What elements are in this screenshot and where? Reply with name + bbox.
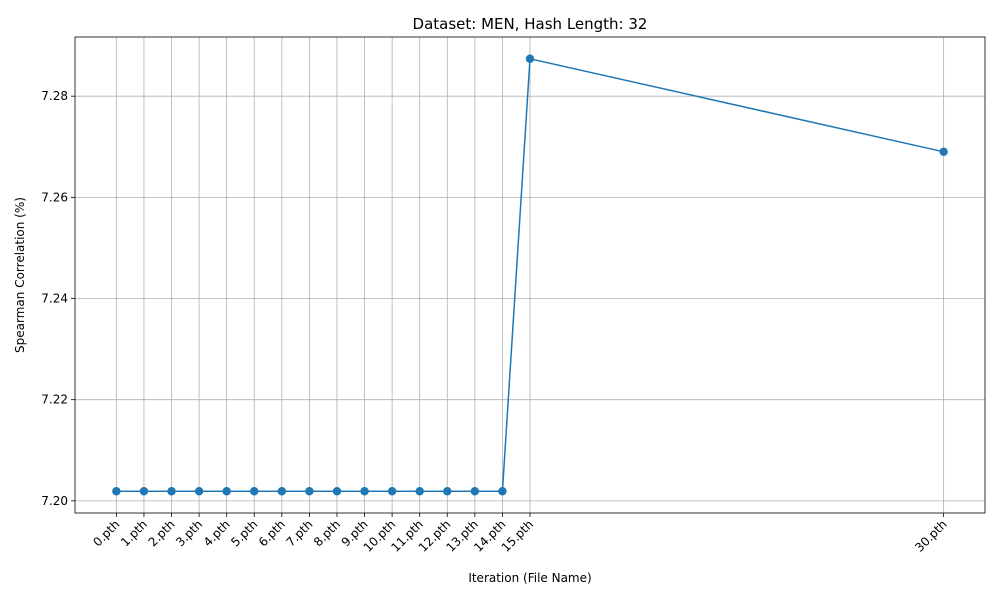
data-point <box>498 487 507 496</box>
data-point <box>332 487 342 496</box>
data-point <box>194 487 204 496</box>
x-tick-label: 7.pth <box>283 517 315 549</box>
x-tick-label: 6.pth <box>256 517 288 549</box>
data-point <box>139 487 149 496</box>
chart-title: Dataset: MEN, Hash Length: 32 <box>413 15 648 33</box>
data-point <box>360 487 369 496</box>
x-tick-label: 1.pth <box>118 517 150 549</box>
x-tick-label: 4.pth <box>201 517 233 549</box>
y-axis-label: Spearman Correlation (%) <box>13 197 27 353</box>
data-point <box>277 487 287 496</box>
grid <box>75 37 985 513</box>
y-tick-label: 7.20 <box>41 494 68 508</box>
data-point <box>470 487 480 496</box>
data-point <box>415 487 424 496</box>
data-point <box>250 487 259 496</box>
series-layer <box>112 54 948 496</box>
ticks: 0.pth1.pth2.pth3.pth4.pth5.pth6.pth7.pth… <box>41 89 949 555</box>
data-point <box>939 147 948 157</box>
x-tick-label: 2.pth <box>146 517 178 549</box>
x-tick-label: 5.pth <box>228 517 260 549</box>
y-tick-label: 7.28 <box>41 89 68 103</box>
data-point <box>305 487 314 496</box>
y-tick-label: 7.22 <box>41 393 68 407</box>
x-tick-label: 30.pth <box>912 517 949 554</box>
x-tick-label: 3.pth <box>173 517 205 549</box>
data-point <box>167 487 176 496</box>
y-tick-label: 7.26 <box>41 190 68 204</box>
x-axis-label: Iteration (File Name) <box>468 571 591 585</box>
x-tick-label: 8.pth <box>311 517 343 549</box>
data-point <box>112 487 121 496</box>
y-tick-label: 7.24 <box>41 292 68 306</box>
data-point <box>222 487 231 496</box>
data-point <box>387 487 397 496</box>
x-tick-label: 0.pth <box>90 517 122 549</box>
data-point <box>525 54 535 63</box>
data-point <box>443 487 452 496</box>
